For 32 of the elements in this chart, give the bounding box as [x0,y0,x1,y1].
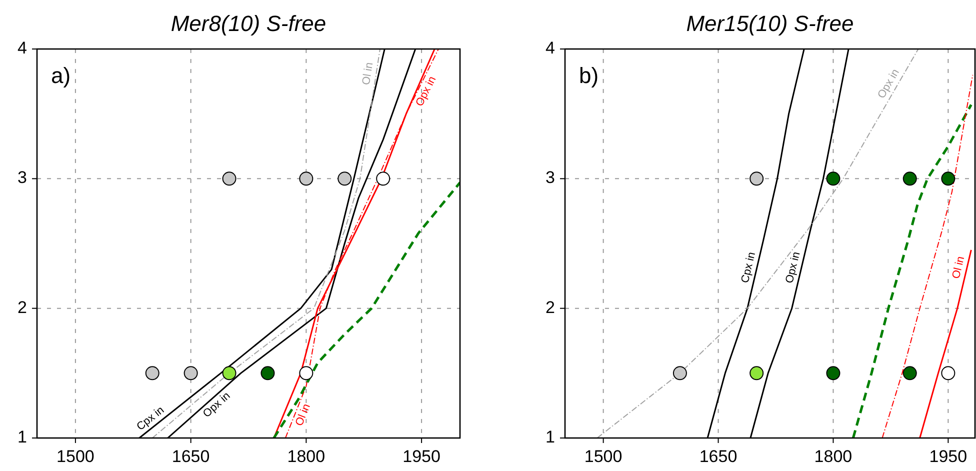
chart-title: Mer15(10) S-free [686,11,854,36]
x-tick-label: 1500 [584,447,622,466]
y-tick-label: 3 [546,168,555,188]
annotation: Ol in [293,402,313,428]
annotation: Cpx in [134,404,166,434]
annotation: Ol in [950,255,968,280]
x-tick-label: 1650 [172,447,210,466]
annotation: Cpx in [739,251,758,284]
annotation: Opx in [784,250,803,284]
line-series [919,249,972,438]
annotation: b) [579,63,599,88]
x-tick-label: 1650 [699,447,738,466]
x-tick-label: 1800 [814,447,852,466]
y-tick-label: 3 [18,168,27,188]
annotation: Opx in [200,390,233,420]
y-tick-label: 4 [546,38,555,58]
annotation: Ol in [360,62,376,86]
annotation: a) [51,63,71,88]
x-tick-label: 1500 [56,447,94,466]
x-tick-label: 1800 [287,447,326,466]
y-tick-label: 1 [546,427,555,446]
line-series [852,104,972,438]
chart-title: Mer8(10) S-free [170,11,326,36]
y-tick-label: 1 [18,427,27,446]
line-series [272,181,460,438]
y-tick-label: 4 [18,38,27,58]
x-tick-label: 1950 [929,447,968,466]
annotation: Opx in [876,67,902,101]
y-tick-label: 2 [546,298,555,317]
x-tick-label: 1950 [402,447,440,466]
y-tick-label: 2 [18,298,27,317]
annotation: Opx in [414,74,439,108]
